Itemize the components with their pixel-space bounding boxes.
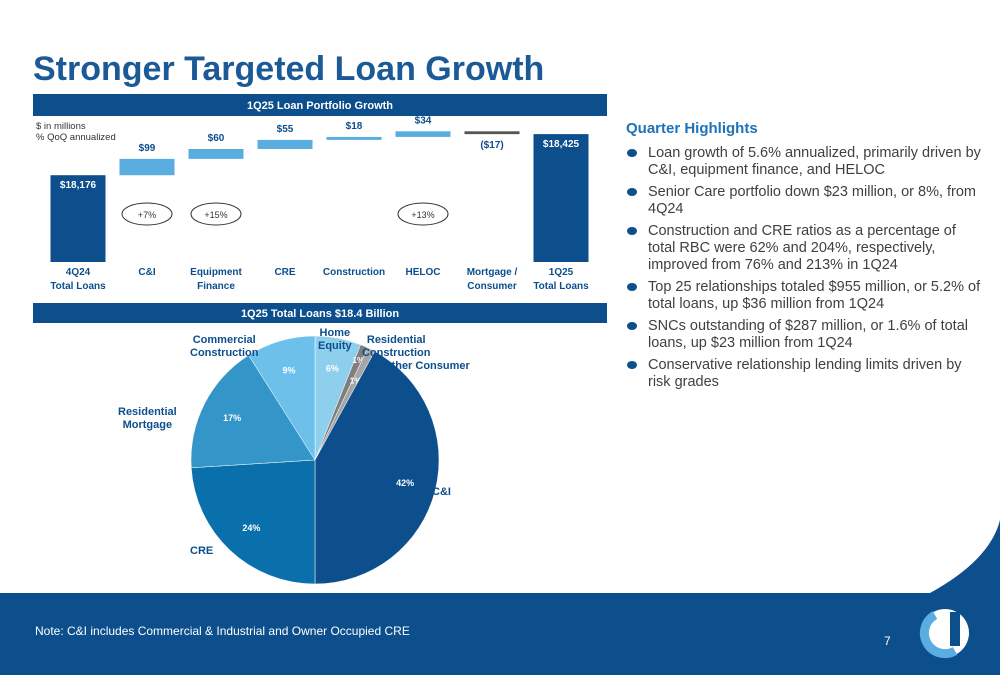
pie-slice: [190, 354, 316, 469]
waterfall-header: [33, 94, 607, 116]
category-label: Home Equity: [318, 327, 352, 352]
chart-subtitle: % QoQ annualized: [36, 132, 116, 143]
slice-label: 9%: [283, 366, 296, 376]
growth-label: +15%: [204, 210, 227, 220]
chart-subtitle: $ in millions: [36, 121, 86, 132]
delta-bar: [395, 131, 451, 137]
value-label: $99: [139, 143, 156, 154]
value-label: $18,176: [60, 180, 97, 191]
pie-slice: [314, 350, 440, 585]
category-label: Commercial Construction: [190, 334, 259, 359]
pie-header: [33, 303, 607, 323]
x-tick-label: 4Q24 Total Loans: [50, 267, 106, 292]
highlight-item: SNCs outstanding of $287 million, or 1.6…: [626, 318, 981, 352]
total-bar: [50, 175, 106, 262]
footer-band: [0, 593, 1000, 675]
value-label: $18,425: [543, 139, 580, 150]
slice-label: 1%: [350, 376, 362, 385]
slice-label: 42%: [396, 478, 414, 488]
pie-slice: [190, 459, 316, 585]
growth-ellipse: [121, 202, 173, 226]
chart-title: 1Q25 Loan Portfolio Growth: [247, 100, 393, 112]
x-tick-label: CRE: [274, 267, 296, 278]
logo: [919, 609, 969, 659]
highlights: Quarter Highlights Loan growth of 5.6% a…: [626, 120, 981, 396]
delta-bar: [188, 148, 244, 159]
value-label: $34: [415, 115, 432, 126]
delta-bar: [119, 158, 175, 176]
highlight-item: Senior Care portfolio down $23 million, …: [626, 184, 981, 218]
highlight-item: Top 25 relationships totaled $955 millio…: [626, 279, 981, 313]
total-bar: [533, 134, 589, 262]
slice-label: 1%: [353, 356, 365, 365]
highlights-list: Loan growth of 5.6% annualized, primaril…: [626, 145, 981, 391]
value-label: $55: [277, 124, 294, 135]
page-number: 7: [884, 634, 891, 648]
x-tick-label: 1Q25 Total Loans: [533, 267, 589, 292]
category-label: C&I: [432, 486, 451, 498]
footnote: Note: C&I includes Commercial & Industri…: [35, 624, 410, 638]
slice-label: 24%: [242, 523, 260, 533]
value-label: $18: [346, 121, 363, 132]
category-label: Residential Mortgage: [118, 406, 177, 431]
highlight-item: Construction and CRE ratios as a percent…: [626, 223, 981, 274]
x-tick-label: C&I: [138, 267, 156, 278]
slice-label: 6%: [326, 364, 339, 374]
highlight-item: Conservative relationship lending limits…: [626, 357, 981, 391]
delta-bar: [326, 136, 382, 140]
growth-label: +13%: [411, 210, 434, 220]
chart-title: 1Q25 Total Loans $18.4 Billion: [241, 308, 399, 320]
growth-ellipse: [190, 202, 242, 226]
footer-curve: [930, 520, 1000, 593]
slice-label: 17%: [223, 413, 241, 423]
pie-slice: [248, 335, 316, 461]
delta-bar: [464, 131, 520, 135]
highlight-item: Loan growth of 5.6% annualized, primaril…: [626, 145, 981, 179]
x-tick-label: Equipment Finance: [190, 267, 242, 292]
highlights-heading: Quarter Highlights: [626, 120, 758, 137]
x-tick-label: Construction: [322, 267, 386, 278]
growth-label: +7%: [138, 210, 156, 220]
category-label: Residential Construction: [362, 334, 431, 359]
value-label: ($17): [480, 140, 503, 151]
category-label: CRE: [190, 545, 214, 557]
delta-bar: [257, 139, 313, 149]
x-tick-label: HELOC: [405, 267, 441, 278]
category-label: Other Consumer: [383, 360, 470, 372]
growth-ellipse: [397, 202, 449, 226]
value-label: $60: [208, 133, 225, 144]
slide-title: Stronger Targeted Loan Growth: [33, 50, 545, 88]
x-tick-label: Mortgage / Consumer: [466, 267, 518, 292]
